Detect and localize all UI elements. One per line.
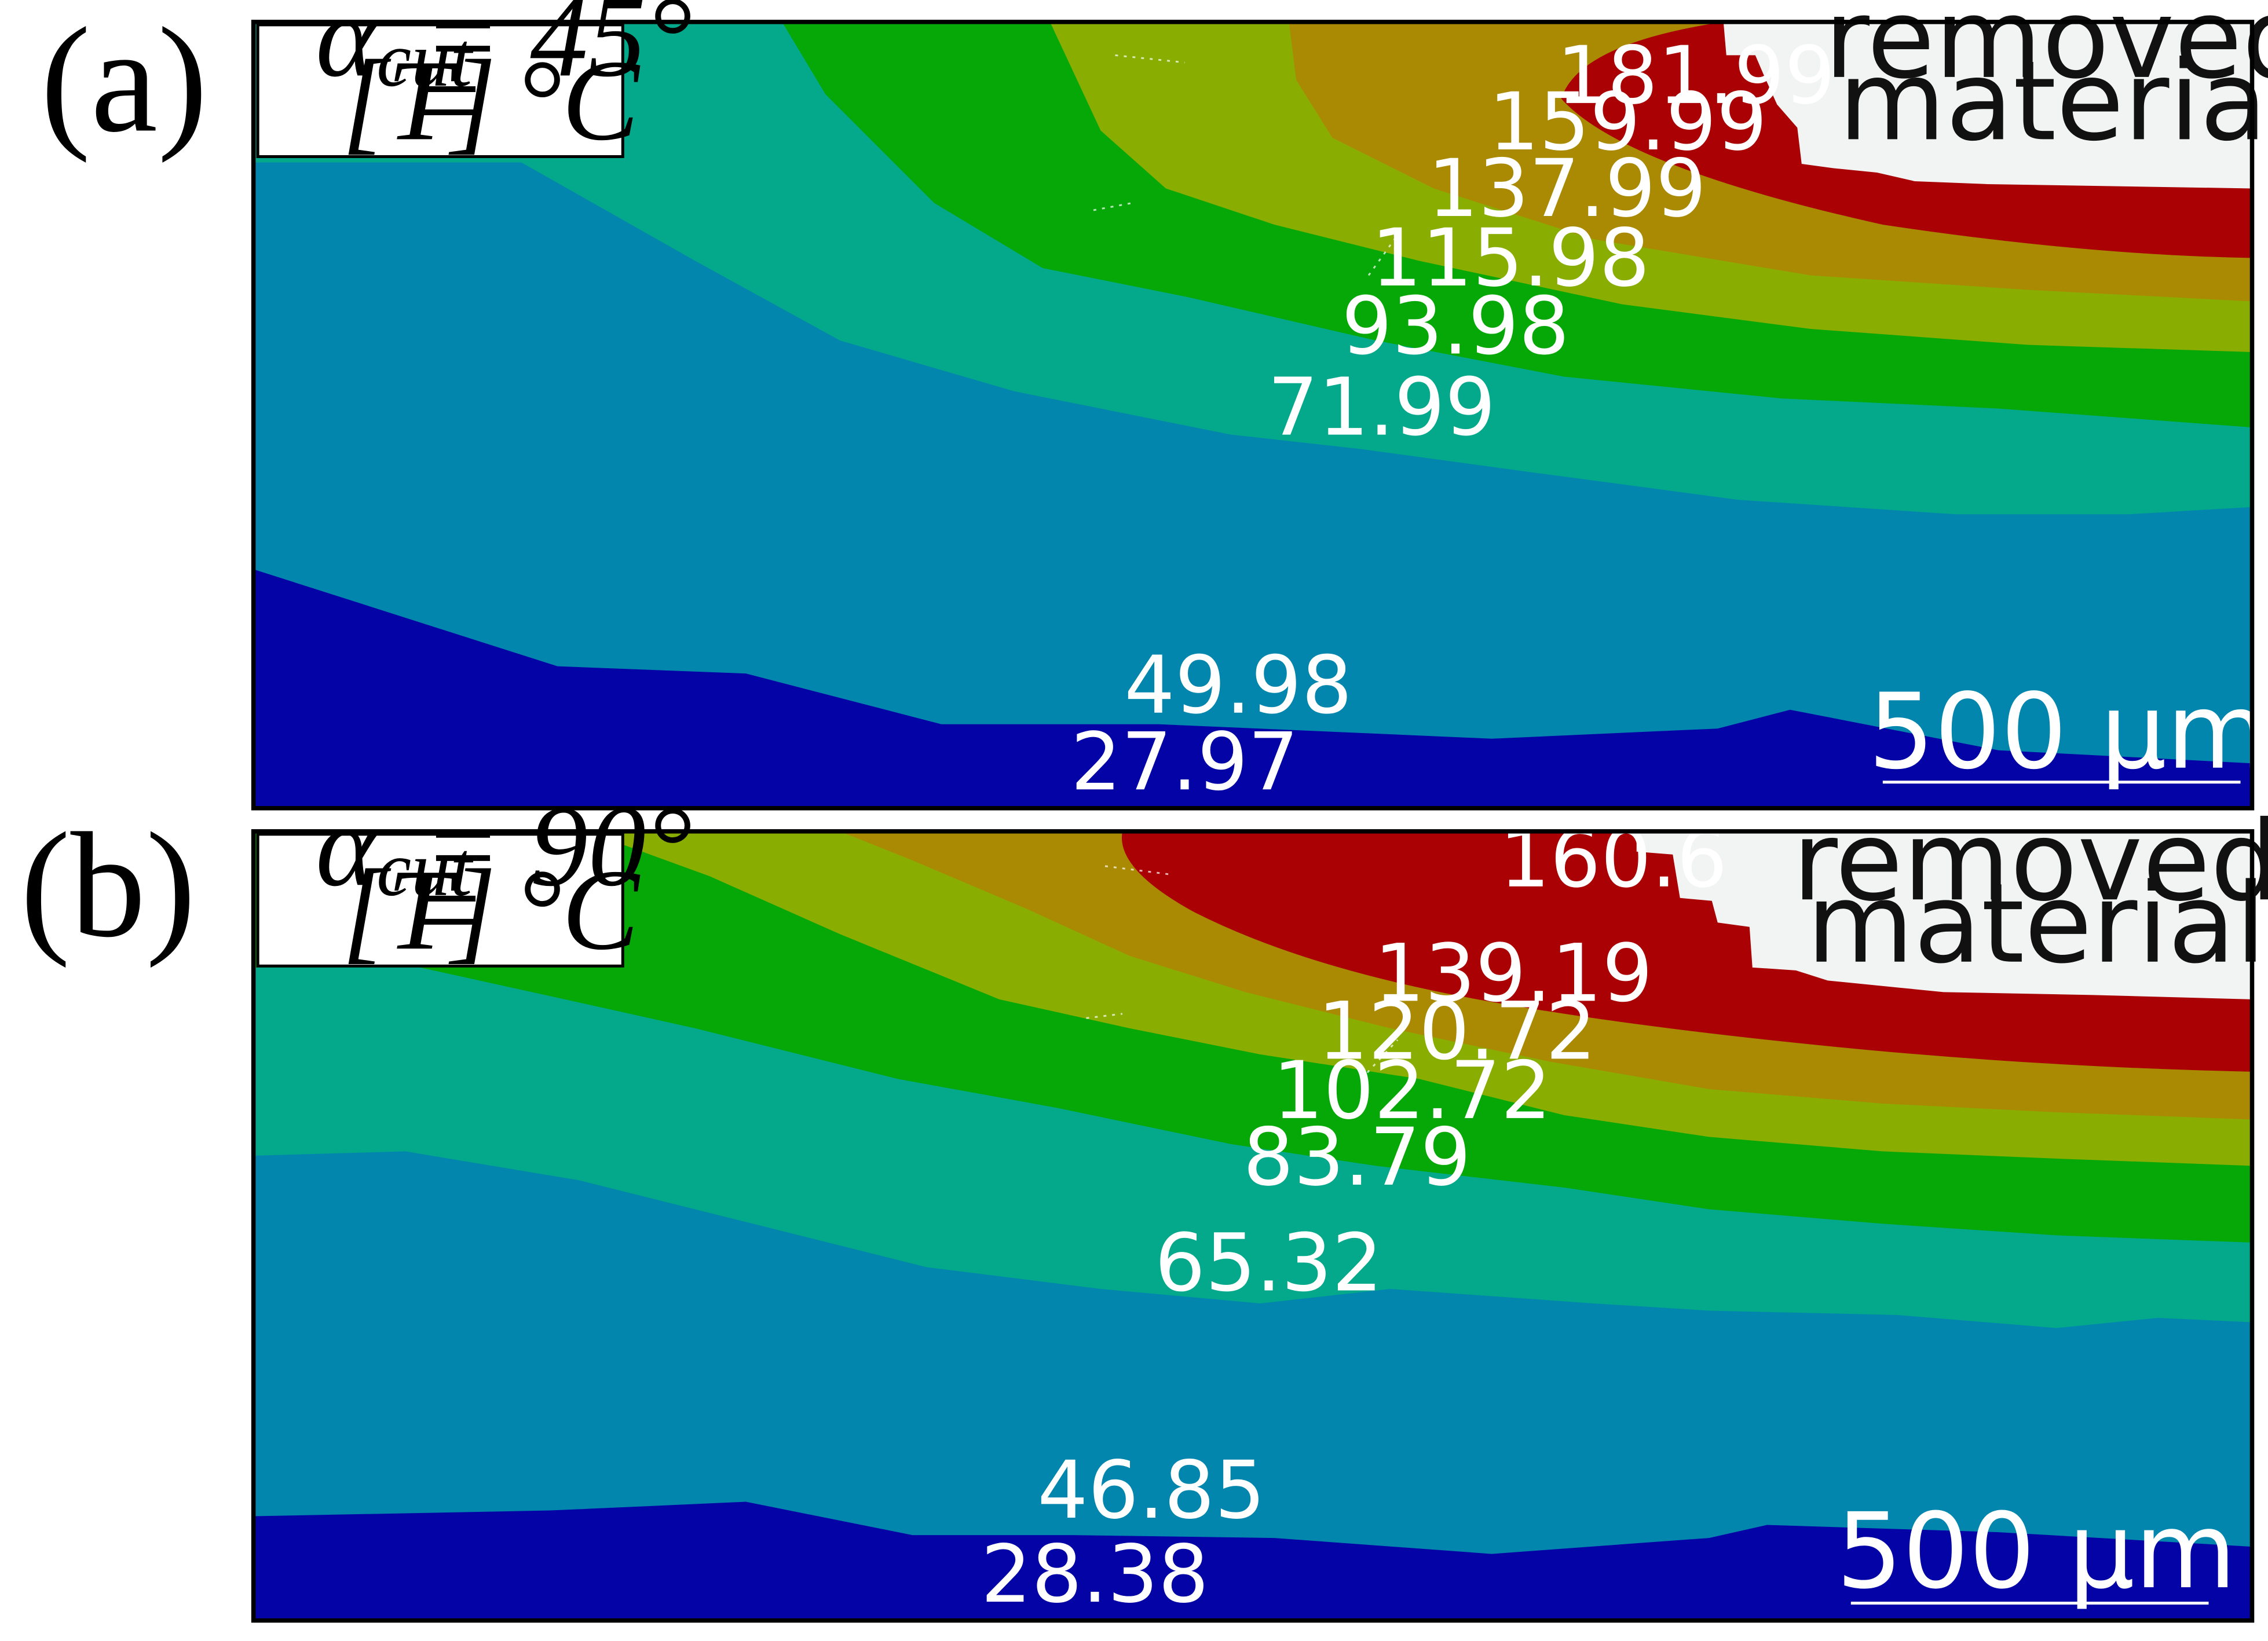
panel-a-alpha-symbol: αcut <box>316 0 474 103</box>
panel-a-temp-unit: = °C <box>408 36 641 164</box>
panel-a-removed-material-region <box>1723 21 2252 189</box>
panel-a-legend-box <box>256 23 624 158</box>
panel-b-mesh-artifacts <box>1086 865 1399 1080</box>
panel-b-contour-label: 139.19 <box>1374 927 1653 1020</box>
panel-b-contour-plot <box>253 831 2252 1621</box>
panel-b-frame <box>251 829 2255 1623</box>
panel-b: (b) αcut = 90° [T] = °C removed material <box>20 782 2268 1623</box>
panel-a-contour-label: 93.98 <box>1341 280 1570 373</box>
panel-a-temp-symbol: [T] <box>342 36 496 164</box>
panel-a-contour-label: 115.98 <box>1371 212 1650 305</box>
panel-a-removed-label-line2: material <box>1838 37 2268 165</box>
panel-b-temp-symbol: [T] <box>342 846 496 974</box>
panel-b-label: (b) <box>20 802 196 969</box>
panel-a-removed-label-line1: removed <box>1824 0 2268 103</box>
panel-a-label: (a) <box>41 0 208 163</box>
panel-a-contour-label: 159.99 <box>1488 76 1767 169</box>
panel-b-contour-label: 120.72 <box>1318 985 1596 1078</box>
panel-b-scale-label: 500 µm <box>1837 1491 2237 1612</box>
panel-a-mesh-artifacts <box>1093 54 1403 276</box>
panel-b-legend-box <box>256 833 624 968</box>
panel-b-contour-label: 65.32 <box>1155 1217 1383 1309</box>
panel-b-alpha-value: = 90° <box>423 782 692 910</box>
panel-a: (a) αcut = 45° [T] = °C removed material <box>41 0 2268 811</box>
panel-b-contour-label: 28.38 <box>981 1528 1209 1621</box>
panel-b-removed-label-line1: removed <box>1793 797 2268 925</box>
panel-a-contour-label: 49.98 <box>1124 639 1352 732</box>
panel-a-contour-label: 27.97 <box>1071 716 1299 808</box>
panel-b-contour-label: 102.72 <box>1273 1045 1552 1137</box>
panel-a-scale-label: 500 µm <box>1868 672 2268 793</box>
panel-b-removed-material-region <box>1636 831 2252 999</box>
panel-b-removed-label-line2: material <box>1806 860 2266 988</box>
panel-a-contour-label: 71.99 <box>1268 361 1496 454</box>
panel-a-alpha-value: = 45° <box>423 0 692 101</box>
panel-b-temp-unit: = °C <box>408 846 641 974</box>
panel-b-contour-label: 83.79 <box>1243 1111 1471 1204</box>
panel-a-contour-label: 137.99 <box>1428 142 1706 235</box>
panel-a-contour-plot <box>253 21 2252 808</box>
panel-a-frame <box>251 20 2255 811</box>
panel-b-contour-label: 160.6 <box>1499 813 1728 906</box>
panel-a-contour-label: 181.99 <box>1557 30 1835 122</box>
panel-b-contour-label: 46.85 <box>1037 1444 1265 1537</box>
